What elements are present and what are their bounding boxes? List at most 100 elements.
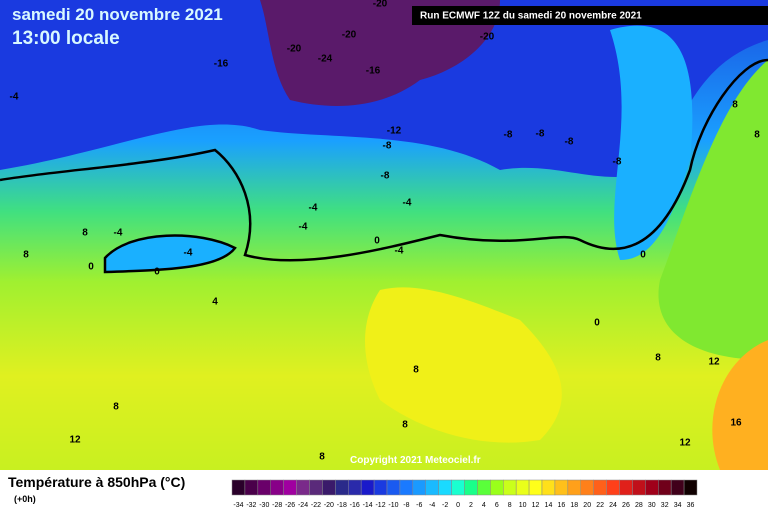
warm-region	[712, 340, 768, 470]
colorbar-label: -6	[416, 502, 422, 509]
contour-label: -4	[299, 222, 308, 233]
colorbar-label: 32	[661, 502, 669, 509]
colorbar-swatch	[438, 479, 452, 496]
colorbar-swatch	[580, 479, 594, 496]
colorbar-label: 26	[622, 502, 630, 509]
contour-label: 12	[69, 435, 81, 446]
colorbar-label: -10	[388, 502, 398, 509]
date-title: samedi 20 novembre 2021	[12, 5, 223, 24]
contour-label: -20	[342, 30, 357, 41]
colorbar-label: 30	[648, 502, 656, 509]
contour-label: -4	[184, 248, 193, 259]
colorbar-swatch	[425, 479, 439, 496]
colorbar-swatch	[257, 479, 272, 496]
contour-label: -8	[565, 137, 574, 148]
contour-label: -8	[536, 129, 545, 140]
contour-label: -8	[381, 171, 390, 182]
contour-label: 8	[655, 353, 661, 364]
contour-label: -20	[480, 32, 495, 43]
colorbar-swatch	[632, 479, 646, 496]
mild-region	[658, 60, 768, 360]
mild-region	[365, 287, 562, 443]
colorbar-label: -18	[337, 502, 347, 509]
legend-step: (+0h)	[14, 494, 36, 504]
colorbar-swatch	[503, 479, 517, 496]
colorbar-label: -28	[272, 502, 282, 509]
contour-label: 8	[23, 250, 29, 261]
contour-label: 0	[154, 267, 160, 278]
colorbar-label: 12	[532, 502, 540, 509]
colorbar-label: 2	[469, 502, 473, 509]
colorbar-label: 16	[557, 502, 565, 509]
colorbar-swatch	[322, 479, 336, 496]
colorbar-label: -8	[403, 502, 409, 509]
contour-label: 8	[82, 228, 88, 239]
contour-label: 8	[319, 452, 325, 463]
contour-label: -4	[403, 198, 412, 209]
colorbar-label: -12	[375, 502, 385, 509]
contour-label: 12	[708, 357, 720, 368]
colorbar-swatch	[348, 479, 362, 496]
time-title: 13:00 locale	[12, 28, 120, 49]
contour-label: -20	[373, 0, 388, 10]
cold-region	[610, 25, 693, 261]
colorbar-label: 8	[508, 502, 512, 509]
colorbar-label: -30	[259, 502, 269, 509]
contour-label: -16	[366, 66, 381, 77]
colorbar-swatch	[270, 479, 284, 496]
contour-label: 0	[88, 262, 94, 273]
colorbar-swatch	[593, 479, 607, 496]
colorbar-label: 36	[687, 502, 695, 509]
colorbar-label: -14	[363, 502, 373, 509]
colorbar-swatch	[231, 479, 246, 496]
contour-label: 16	[730, 418, 742, 429]
colorbar-label: -32	[246, 502, 256, 509]
contour-label: -24	[318, 54, 333, 65]
colorbar-label: -22	[311, 502, 321, 509]
contour-label: 8	[413, 365, 419, 376]
contour-label: 8	[113, 402, 119, 413]
very-cold-region	[260, 0, 500, 106]
colorbar-swatch	[528, 479, 543, 496]
contour-label: -4	[10, 92, 19, 103]
colorbar-swatch	[619, 479, 633, 496]
colorbar-label: 28	[635, 502, 643, 509]
contour-label: -8	[613, 157, 622, 168]
colorbar-label: -24	[298, 502, 308, 509]
contour-labels: -20 -20 -20 -20 -24 -16 -16 -4 -12 -8 -8 -8 -8 -8 -8 -4…	[10, 0, 761, 463]
contour-label: -12	[387, 126, 402, 137]
contour-label: -16	[214, 59, 229, 70]
run-banner	[412, 6, 768, 25]
colorbar-swatch	[477, 479, 491, 496]
colorbar-label: 24	[609, 502, 617, 509]
colorbar-swatch	[645, 479, 659, 496]
colorbar-swatch	[309, 479, 323, 496]
colorbar-swatch	[335, 479, 349, 496]
colorbar-swatch	[360, 479, 375, 496]
colorbar-swatch	[296, 479, 310, 496]
contour-label: -20	[287, 44, 302, 55]
colorbar-label: -34	[233, 502, 243, 509]
colorbar-swatch	[567, 479, 581, 496]
contour-label: 12	[679, 438, 691, 449]
contour-label: 8	[754, 130, 760, 141]
colorbar-swatch	[412, 479, 427, 496]
contour-label: -4	[395, 246, 404, 257]
zero-isotherm	[0, 58, 768, 262]
colorbar-swatch	[464, 479, 478, 496]
colorbar-swatch	[541, 479, 556, 496]
contour-label: 4	[212, 297, 218, 308]
colorbar-label: -26	[285, 502, 295, 509]
colorbar-label: 4	[482, 502, 486, 509]
colorbar-swatch	[515, 479, 530, 496]
colorbar-swatch	[283, 479, 297, 496]
run-label: Run ECMWF 12Z du samedi 20 novembre 2021	[420, 11, 642, 22]
colorbar-label: -2	[442, 502, 448, 509]
colorbar-label: -20	[324, 502, 334, 509]
colorbar-label: 0	[456, 502, 460, 509]
colorbar-label: 34	[674, 502, 682, 509]
contour-label: -8	[383, 141, 392, 152]
colorbar-swatch	[490, 479, 504, 496]
colorbar-swatch	[399, 479, 414, 496]
